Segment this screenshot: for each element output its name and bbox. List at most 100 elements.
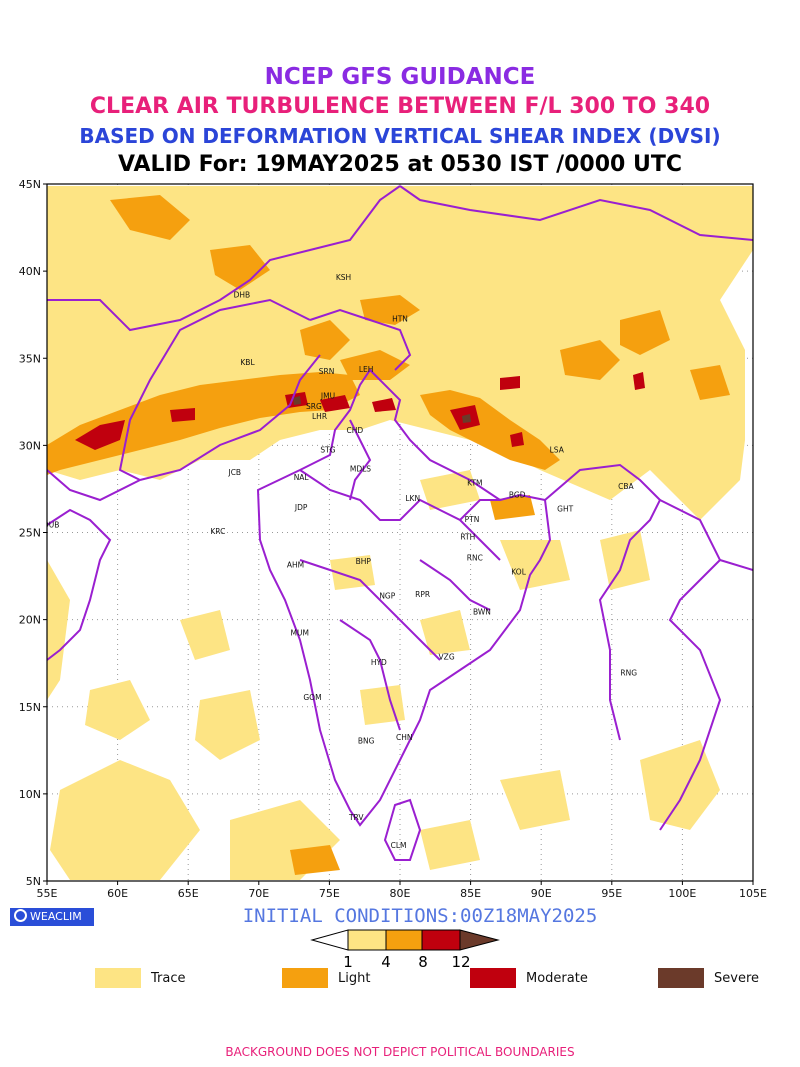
station-label-bgd: BGD: [509, 491, 526, 500]
station-label-dub: DUB: [43, 520, 59, 529]
station-label-hyd: HYD: [371, 658, 387, 667]
trace-region-arabian-sea-1: [50, 760, 200, 880]
boundary-sri-lanka: [383, 798, 422, 861]
station-label-stg: STG: [320, 445, 335, 454]
station-label-rth: RTH: [460, 532, 475, 541]
station-label-ahm: AHM: [287, 560, 304, 569]
boundary-central-asia: [47, 185, 401, 332]
boundary-state-3: [339, 619, 401, 731]
station-label-kol: KOL: [511, 567, 526, 576]
trace-region-arabian-sea-3: [180, 610, 230, 660]
station-label-srg: SRG: [306, 402, 322, 411]
station-label-bhp: BHP: [356, 557, 372, 566]
boundary-state-6: [459, 499, 500, 521]
lon-tick-label: 75E: [319, 887, 340, 900]
moderate-region-2: [170, 408, 195, 422]
severe-regions: [293, 396, 471, 423]
trace-region-central: [420, 610, 470, 655]
station-label-clm: CLM: [391, 841, 407, 850]
trace-region-southeast: [640, 740, 720, 830]
station-label-vzg: VZG: [439, 653, 455, 662]
lat-tick-label: 20N: [19, 614, 41, 627]
lat-tick-label: 40N: [19, 265, 41, 278]
lon-tick-label: 65E: [178, 887, 199, 900]
light-region-pamir: [210, 245, 270, 290]
boundary-state-4: [419, 559, 491, 611]
lon-tick-label: 105E: [739, 887, 767, 900]
light-region-east: [620, 310, 670, 355]
light-region-southeast: [690, 365, 730, 400]
station-label-krc: KRC: [210, 527, 225, 536]
longitude-ticks: 55E 60E 65E 70E 75E 80E 85E 90E 95E 100E 105E: [37, 881, 767, 900]
moderate-region-7: [510, 432, 524, 447]
severe-region-2: [462, 414, 471, 423]
legend-swatch-trace: [95, 968, 141, 988]
station-label-srn: SRN: [319, 367, 335, 376]
boundary-disclaimer: BACKGROUND DOES NOT DEPICT POLITICAL BOU…: [225, 1045, 575, 1059]
light-region-northeast: [490, 495, 535, 520]
boundary-state-1: [299, 469, 501, 561]
trace-region-bengal: [500, 540, 570, 590]
station-label-kbl: KBL: [240, 358, 255, 367]
title-model: NCEP GFS GUIDANCE: [264, 64, 536, 90]
station-label-bng: BNG: [358, 736, 375, 745]
lon-tick-label: 95E: [601, 887, 622, 900]
weaclim-logo: WEACLIM: [10, 908, 94, 926]
light-region-plateau: [560, 340, 620, 380]
station-label-lhr: LHR: [312, 412, 327, 421]
boundary-arabia: [47, 508, 112, 661]
lon-tick-label: 80E: [390, 887, 411, 900]
lat-tick-label: 15N: [19, 701, 41, 714]
boundary-myanmar-east: [544, 463, 662, 741]
boundary-state-2: [299, 559, 441, 661]
lon-tick-label: 85E: [460, 887, 481, 900]
moderate-region-8: [633, 372, 645, 390]
lon-tick-label: 60E: [107, 887, 128, 900]
moderate-region-4: [320, 395, 350, 412]
station-label-trv: TRV: [348, 813, 364, 822]
lon-tick-label: 55E: [37, 887, 58, 900]
station-label-mdls: MDLS: [350, 465, 371, 474]
boundary-pakistan-west: [139, 354, 321, 481]
lon-tick-label: 100E: [668, 887, 696, 900]
light-region-indian-ocean: [290, 845, 340, 875]
light-region-kashmir: [300, 320, 350, 360]
lat-tick-label: 5N: [26, 875, 41, 888]
title-method: BASED ON DEFORMATION VERTICAL SHEAR INDE…: [79, 124, 721, 148]
turbulence-field: [47, 186, 753, 880]
lat-tick-label: 10N: [19, 788, 41, 801]
station-label-gom: GOM: [303, 693, 321, 702]
station-label-leh: LEH: [359, 365, 374, 374]
station-label-rnc: RNC: [467, 553, 483, 562]
trace-region-deccan: [360, 685, 405, 725]
lon-tick-label: 70E: [248, 887, 269, 900]
initial-conditions: INITIAL CONDITIONS:00Z18MAY2025: [242, 905, 598, 927]
boundary-southeast-asia: [659, 499, 722, 831]
station-label-lkn: LKN: [405, 494, 420, 503]
legend-swatch-light: [282, 968, 328, 988]
trace-regions: [47, 186, 753, 880]
severe-region-1: [293, 396, 301, 405]
boundary-lines: [47, 185, 753, 861]
moderate-region-9: [372, 398, 396, 412]
legend-label-moderate: Moderate: [526, 971, 588, 986]
lat-tick-label: 25N: [19, 527, 41, 540]
latitude-ticks: 5N 10N 15N 20N 25N 30N 35N 40N 45N: [19, 178, 47, 888]
boundary-state-5: [349, 419, 372, 501]
boundary-afghanistan: [118, 298, 311, 481]
trace-region-tibet: [420, 470, 480, 510]
title-product: CLEAR AIR TURBULENCE BETWEEN F/L 300 TO …: [89, 94, 711, 119]
logo-ring-icon: [14, 909, 27, 922]
station-label-jmu: JMU: [320, 391, 335, 400]
legend-label-severe: Severe: [714, 971, 759, 986]
station-label-bwn: BWN: [473, 607, 491, 616]
lon-tick-label: 90E: [531, 887, 552, 900]
station-label-ngp: NGP: [379, 592, 395, 601]
title-valid-time: VALID For: 19MAY2025 at 0530 IST /0000 U…: [117, 152, 683, 177]
station-label-chd: CHD: [346, 426, 363, 435]
boundary-india-outline: [256, 368, 552, 827]
station-label-dhb: DHB: [234, 290, 251, 299]
boundary-china-north: [399, 185, 753, 241]
trace-region-south-2: [420, 820, 480, 870]
